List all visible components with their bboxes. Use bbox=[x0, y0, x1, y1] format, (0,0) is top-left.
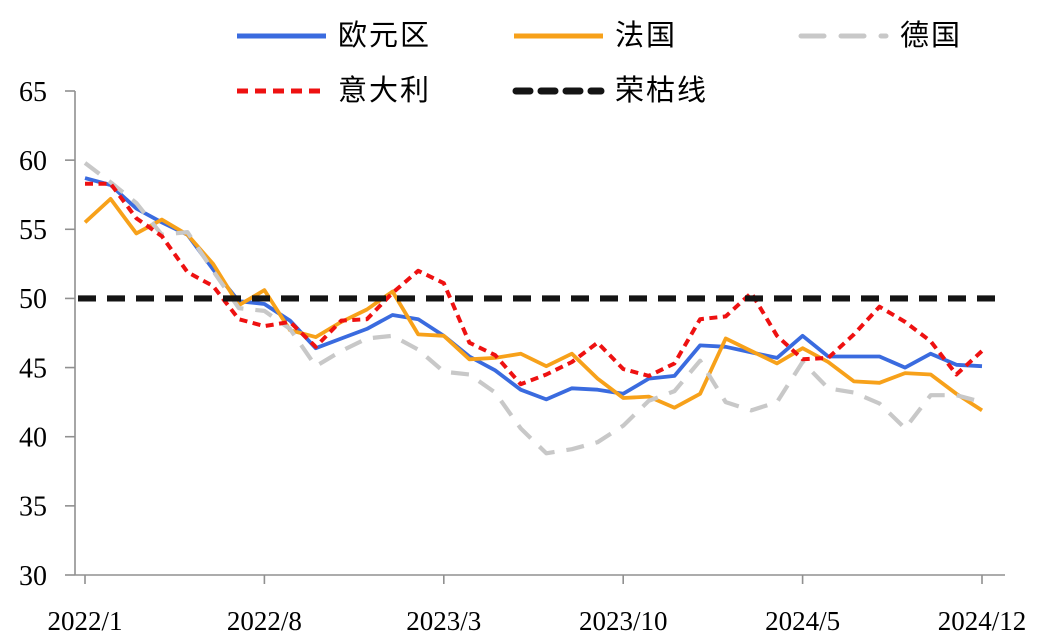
y-tick-label: 40 bbox=[19, 423, 47, 454]
y-tick-label: 60 bbox=[19, 146, 47, 177]
boom-bust-line-swatch-icon bbox=[512, 87, 605, 95]
y-tick-label: 55 bbox=[19, 215, 47, 246]
x-tick-label: 2024/5 bbox=[765, 606, 840, 636]
legend-label-boom-bust-line: 荣枯线 bbox=[615, 74, 709, 107]
legend-label-eurozone: 欧元区 bbox=[338, 19, 432, 52]
legend-item-germany: 德国 bbox=[797, 19, 962, 53]
y-tick-label: 45 bbox=[19, 353, 47, 384]
y-tick-label: 35 bbox=[19, 492, 47, 523]
y-tick-label: 65 bbox=[19, 77, 47, 108]
axes: 30 35 40 45 50 55 60 65 2022/1 2022/8 2023/3 2023/1… bbox=[19, 77, 1026, 636]
x-tick-label: 2022/1 bbox=[47, 606, 122, 636]
legend-label-italy: 意大利 bbox=[338, 74, 432, 107]
france-line-swatch-icon bbox=[514, 33, 603, 39]
y-tick-label: 50 bbox=[19, 284, 47, 315]
series-italy-line bbox=[85, 181, 984, 387]
eurozone-line-swatch-icon bbox=[237, 33, 326, 39]
legend-item-italy: 意大利 bbox=[235, 74, 431, 108]
italy-line-swatch-icon bbox=[237, 88, 326, 94]
legend-item-france: 法国 bbox=[512, 19, 677, 53]
y-tick-label: 30 bbox=[19, 561, 47, 592]
series-germany-line bbox=[83, 161, 983, 456]
eurozone-polyline bbox=[84, 176, 983, 402]
legend-label-germany: 德国 bbox=[900, 19, 963, 52]
germany-line-swatch-icon bbox=[798, 33, 889, 39]
germany-polyline bbox=[83, 161, 983, 456]
series-eurozone-line bbox=[84, 176, 983, 402]
legend-item-eurozone: 欧元区 bbox=[235, 19, 431, 53]
italy-polyline bbox=[85, 181, 984, 387]
x-tick-label: 2023/3 bbox=[406, 606, 481, 636]
x-tick-label: 2024/12 bbox=[938, 606, 1027, 636]
legend-item-boom-bust-line: 荣枯线 bbox=[512, 74, 708, 108]
x-tick-label: 2022/8 bbox=[227, 606, 302, 636]
x-tick-label: 2023/10 bbox=[579, 606, 668, 636]
legend-label-france: 法国 bbox=[615, 19, 678, 52]
